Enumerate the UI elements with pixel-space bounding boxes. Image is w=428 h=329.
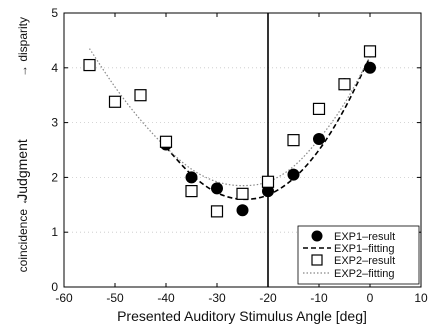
x-tick-label: 10 [414, 291, 428, 305]
legend-marker-exp1-result [311, 230, 323, 242]
data-point-square [312, 102, 326, 116]
plot-frame [63, 12, 422, 288]
x-tick-label: -10 [310, 291, 328, 305]
data-markers [83, 45, 377, 218]
fit-line-3 [89, 48, 371, 187]
legend-label-exp1-result: EXP1–result [334, 231, 395, 243]
x-axis-label: Presented Auditory Stimulus Angle [deg] [117, 308, 367, 324]
axis-ticks: -60 -50 -40 -30 -20 -10 0 10 0 1 2 3 4 5 [51, 6, 428, 305]
x-tick-label: -40 [157, 291, 175, 305]
data-point-circle [236, 204, 249, 217]
y-tick-label: 4 [51, 61, 58, 75]
data-point-square [287, 134, 300, 147]
data-point-square [185, 185, 198, 198]
x-tick-label: 0 [367, 291, 374, 305]
y-tick-label: 1 [51, 225, 58, 239]
data-point-square [363, 45, 377, 58]
y-axis-label: coincidence ← Judgment → disparity [14, 17, 30, 272]
legend-marker-exp2-result [311, 254, 323, 266]
legend-label-exp2-fitting: EXP2–fitting [334, 268, 395, 280]
x-tick-label: -60 [55, 291, 73, 305]
data-point-square [261, 175, 275, 188]
x-tick-label: -30 [208, 291, 226, 305]
y-axis-label-top: → disparity [16, 17, 30, 77]
y-tick-label: 2 [51, 170, 58, 184]
data-point-square [108, 95, 122, 108]
legend: EXP1–result EXP1–fitting EXP2–result EXP… [297, 225, 420, 285]
data-point-circle [262, 185, 274, 198]
data-point-circle [287, 168, 300, 181]
data-point-circle [211, 182, 223, 195]
x-tick-label: -50 [106, 291, 124, 305]
data-point-circle [313, 133, 325, 146]
data-point-circle [185, 171, 198, 184]
x-tick-label: -20 [259, 291, 277, 305]
legend-label-exp1-fitting: EXP1–fitting [334, 243, 395, 255]
data-point-square [236, 187, 249, 200]
data-point-square [210, 205, 224, 218]
data-point-square [338, 78, 351, 91]
data-point-square [134, 89, 147, 102]
y-axis-label-bottom: coincidence ← [16, 194, 30, 273]
y-tick-label: 0 [51, 280, 58, 294]
legend-label-exp2-result: EXP2–result [334, 255, 395, 267]
y-tick-label: 3 [51, 116, 58, 130]
data-point-circle [364, 61, 376, 74]
y-axis-label-middle: Judgment [14, 139, 30, 201]
y-tick-label: 5 [51, 6, 58, 20]
data-point-square [83, 58, 96, 72]
data-point-square [159, 135, 173, 148]
